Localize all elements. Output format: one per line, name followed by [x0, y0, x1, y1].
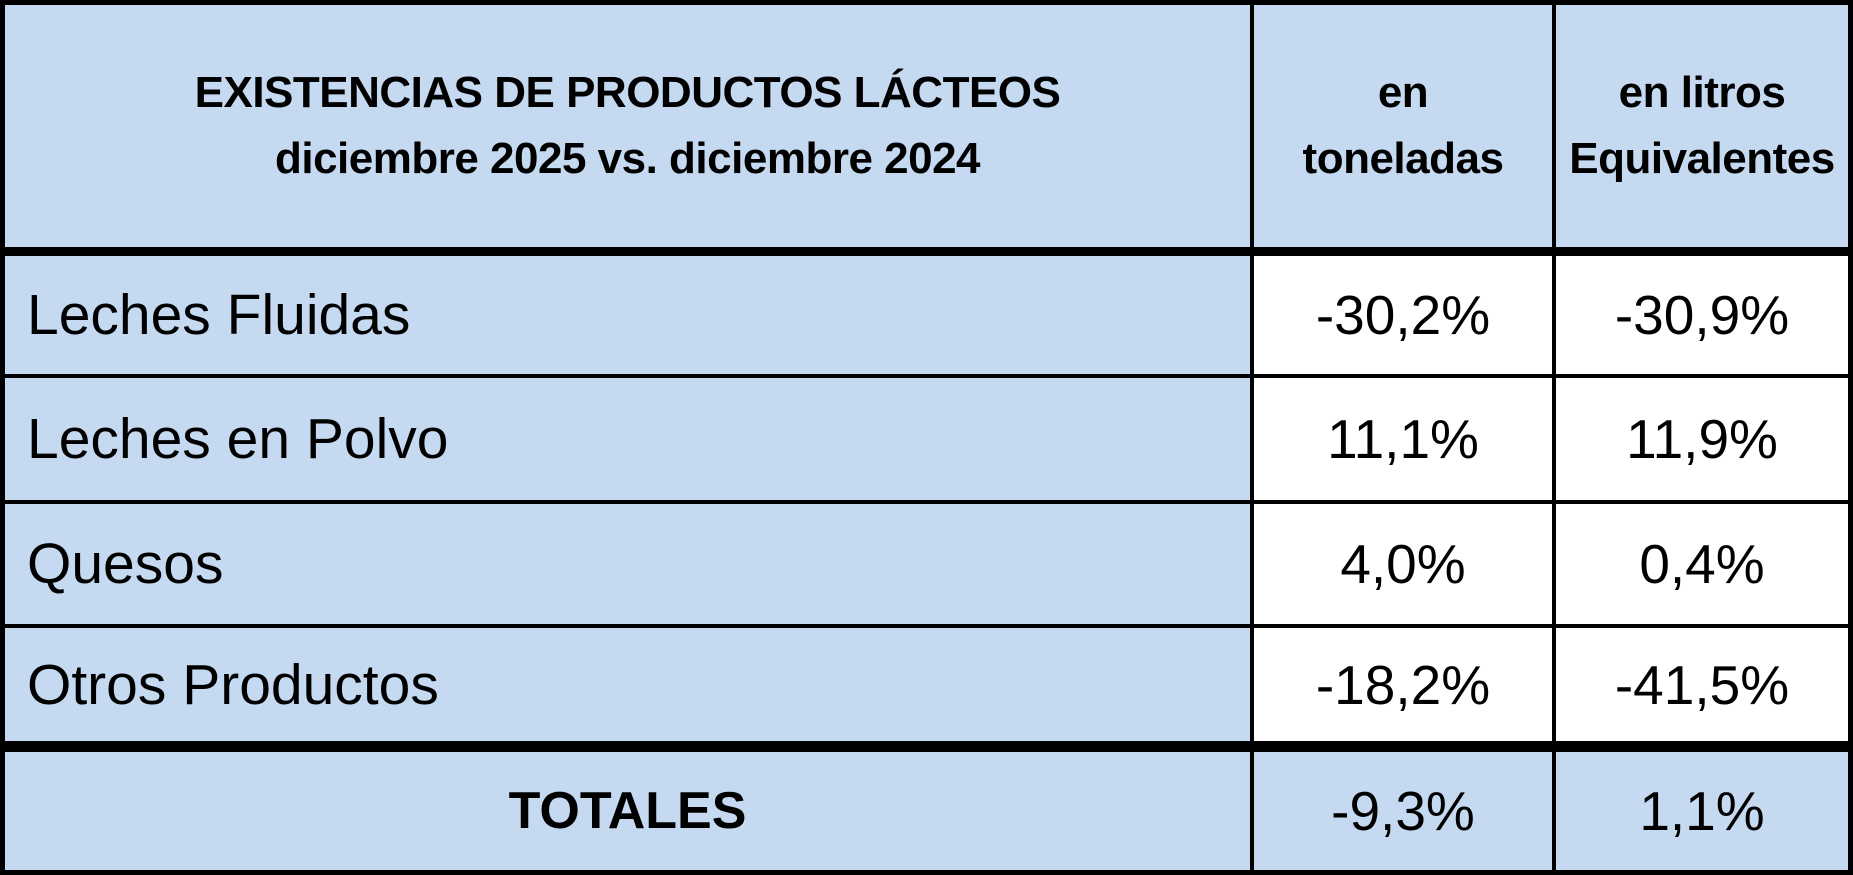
- table-row-label-leches-en-polvo: Leches en Polvo: [5, 378, 1250, 504]
- column-header-toneladas-line2: toneladas: [1302, 134, 1504, 183]
- table-row-label-quesos: Quesos: [5, 504, 1250, 628]
- totals-litros-cell: 1,1%: [1552, 752, 1848, 870]
- table-row-label-leches-fluidas: Leches Fluidas: [5, 256, 1250, 378]
- totals-value-toneladas: -9,3%: [1331, 780, 1475, 842]
- cell-otros-productos-toneladas: -18,2%: [1250, 628, 1552, 752]
- value-litros: 11,9%: [1626, 408, 1778, 470]
- table-header-title-cell: EXISTENCIAS DE PRODUCTOS LÁCTEOS diciemb…: [5, 5, 1250, 256]
- value-litros: -30,9%: [1614, 284, 1790, 346]
- table-row-label-otros-productos: Otros Productos: [5, 628, 1250, 752]
- row-label: Leches en Polvo: [27, 407, 449, 471]
- row-label: Quesos: [27, 532, 224, 596]
- cell-leches-en-polvo-litros: 11,9%: [1552, 378, 1848, 504]
- table-title-line2: diciembre 2025 vs. diciembre 2024: [274, 134, 981, 183]
- column-header-toneladas: en toneladas: [1250, 5, 1552, 256]
- totals-row-label-cell: TOTALES: [5, 752, 1250, 870]
- row-label: Otros Productos: [27, 652, 439, 717]
- value-toneladas: 11,1%: [1327, 408, 1479, 470]
- value-litros: -41,5%: [1614, 653, 1790, 716]
- totals-toneladas-cell: -9,3%: [1250, 752, 1552, 870]
- cell-quesos-litros: 0,4%: [1552, 504, 1848, 628]
- value-toneladas: 4,0%: [1340, 533, 1466, 595]
- cell-leches-en-polvo-toneladas: 11,1%: [1250, 378, 1552, 504]
- cell-quesos-toneladas: 4,0%: [1250, 504, 1552, 628]
- value-toneladas: -18,2%: [1315, 653, 1491, 716]
- cell-leches-fluidas-litros: -30,9%: [1552, 256, 1848, 378]
- table-title: EXISTENCIAS DE PRODUCTOS LÁCTEOS diciemb…: [5, 60, 1250, 192]
- column-header-litros-line2: Equivalentes: [1569, 134, 1835, 183]
- column-header-toneladas-line1: en: [1377, 68, 1429, 117]
- value-litros: 0,4%: [1639, 533, 1765, 595]
- value-toneladas: -30,2%: [1315, 284, 1491, 346]
- row-label: Leches Fluidas: [27, 283, 411, 347]
- totals-value-litros: 1,1%: [1639, 780, 1765, 842]
- totals-label: TOTALES: [508, 782, 747, 840]
- column-header-litros-line1: en litros: [1618, 68, 1786, 117]
- cell-otros-productos-litros: -41,5%: [1552, 628, 1848, 752]
- column-header-litros: en litros Equivalentes: [1552, 5, 1848, 256]
- cell-leches-fluidas-toneladas: -30,2%: [1250, 256, 1552, 378]
- table-title-line1: EXISTENCIAS DE PRODUCTOS LÁCTEOS: [194, 68, 1061, 117]
